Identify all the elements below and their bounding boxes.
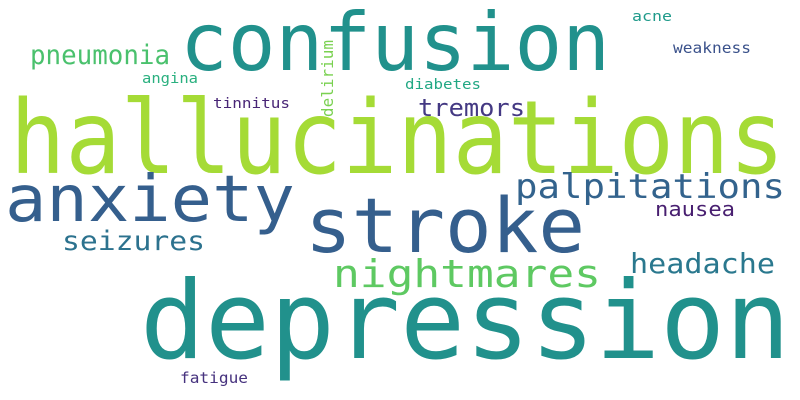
word-acne: acne	[632, 9, 672, 25]
word-seizures: seizures	[62, 226, 206, 257]
word-headache: headache	[630, 247, 775, 280]
word-nightmares: nightmares	[333, 252, 601, 296]
word-angina: angina	[142, 71, 198, 87]
word-delirium: delirium	[318, 40, 337, 118]
word-palpitations: palpitations	[515, 167, 785, 207]
word-weakness: weakness	[673, 39, 752, 57]
word-diabetes: diabetes	[405, 77, 482, 93]
word-pneumonia: pneumonia	[30, 40, 171, 71]
word-anxiety: anxiety	[5, 163, 295, 237]
word-stroke: stroke	[305, 181, 586, 270]
word-fatigue: fatigue	[180, 369, 249, 387]
word-nausea: nausea	[655, 197, 735, 221]
word-tinnitus: tinnitus	[213, 96, 291, 112]
word-confusion: confusion	[180, 0, 611, 89]
word-hallucinations: hallucinations	[10, 79, 785, 198]
word-tremors: tremors	[418, 94, 526, 122]
word-depression: depression	[140, 259, 791, 384]
